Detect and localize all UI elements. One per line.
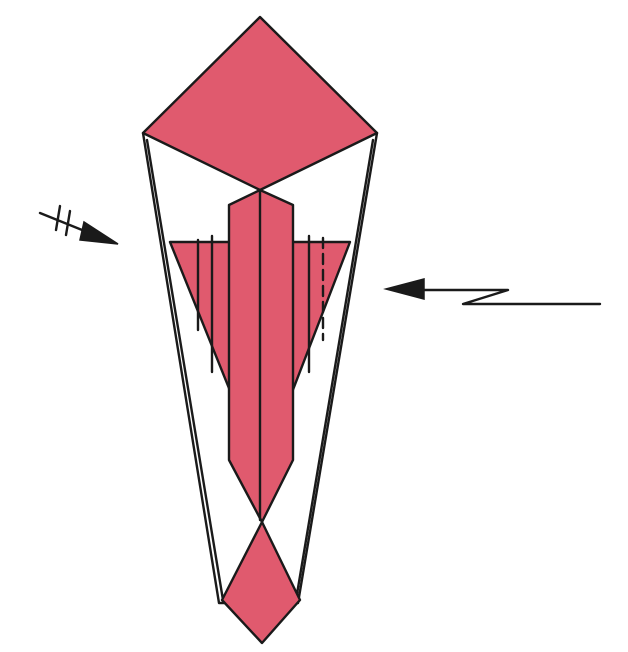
fold-under-arrow-icon	[38, 204, 119, 245]
left-inner-crease	[145, 138, 225, 602]
right-inner-crease	[294, 138, 375, 602]
zigzag-pleat-arrow-icon	[383, 278, 602, 306]
bottom-diamond-flap	[220, 520, 302, 645]
